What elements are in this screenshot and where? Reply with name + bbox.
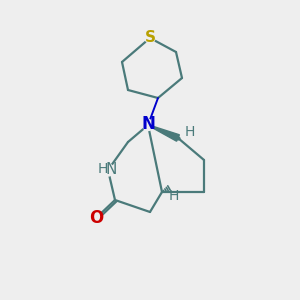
Text: O: O	[89, 209, 103, 227]
Text: N: N	[141, 115, 155, 133]
Text: H: H	[169, 189, 179, 203]
Circle shape	[142, 119, 154, 130]
Circle shape	[145, 33, 155, 43]
Circle shape	[102, 164, 114, 176]
Polygon shape	[148, 125, 179, 141]
Text: S: S	[145, 29, 155, 44]
Circle shape	[91, 212, 101, 224]
Text: N: N	[105, 161, 117, 176]
Text: H: H	[185, 125, 195, 139]
Text: H: H	[98, 162, 108, 176]
